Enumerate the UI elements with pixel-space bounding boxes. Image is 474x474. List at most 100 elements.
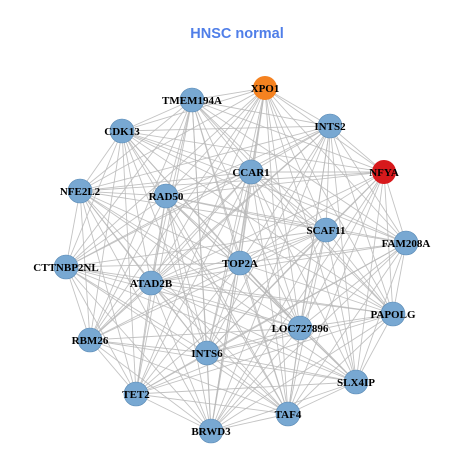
- edge-ints2-ccar1: [250, 125, 331, 173]
- edge-slx4ip-taf4: [287, 381, 357, 415]
- node-circle[interactable]: [77, 327, 103, 353]
- node-circle[interactable]: [198, 418, 224, 444]
- edge-rad50-fam208a: [165, 195, 407, 244]
- node-circle[interactable]: [317, 113, 343, 139]
- node-nfe2l2[interactable]: NFE2L2: [60, 178, 101, 204]
- edge-nfya-fam208a: [383, 171, 407, 244]
- node-tet2[interactable]: TET2: [122, 381, 150, 407]
- node-circle[interactable]: [313, 217, 339, 243]
- node-nfya[interactable]: NFYA: [369, 160, 399, 184]
- edge-rad50-rbm26: [89, 195, 167, 341]
- edge-atad2b-ints6: [150, 282, 208, 354]
- node-label: TET2: [122, 389, 150, 401]
- node-cttnbp2nl[interactable]: CTTNBP2NL: [33, 254, 99, 280]
- edge-ints2-papolg: [329, 125, 394, 315]
- node-circle[interactable]: [287, 315, 313, 341]
- edge-xpo1-tmem194a: [191, 87, 266, 101]
- edge-cdk13-ccar1: [121, 130, 252, 173]
- node-label: RAD50: [149, 191, 184, 203]
- edge-ints2-nfe2l2: [79, 125, 331, 192]
- node-label: BRWD3: [191, 426, 231, 438]
- edge-xpo1-rad50: [165, 87, 266, 197]
- node-circle[interactable]: [179, 87, 205, 113]
- node-rbm26[interactable]: RBM26: [72, 327, 109, 353]
- node-circle[interactable]: [123, 381, 149, 407]
- edge-loc727896-brwd3: [210, 327, 301, 432]
- node-ccar1[interactable]: CCAR1: [232, 159, 270, 185]
- edge-taf4-brwd3: [210, 413, 289, 432]
- edge-xpo1-fam208a: [264, 87, 407, 244]
- edge-ccar1-scaf11: [250, 171, 327, 231]
- node-atad2b[interactable]: ATAD2B: [130, 270, 173, 296]
- edge-tmem194a-rad50: [165, 99, 193, 197]
- node-brwd3[interactable]: BRWD3: [191, 418, 231, 444]
- node-circle[interactable]: [275, 401, 301, 427]
- node-circle[interactable]: [138, 270, 164, 296]
- node-circle[interactable]: [393, 230, 419, 256]
- edge-nfe2l2-rad50: [79, 190, 167, 197]
- node-circle[interactable]: [372, 160, 396, 184]
- node-taf4[interactable]: TAF4: [275, 401, 302, 427]
- edge-fam208a-brwd3: [210, 242, 407, 432]
- node-label: TAF4: [275, 409, 302, 421]
- edge-loc727896-ints6: [206, 327, 301, 354]
- edge-scaf11-loc727896: [299, 229, 327, 329]
- node-cdk13[interactable]: CDK13: [104, 118, 140, 144]
- edge-cdk13-cttnbp2nl: [65, 130, 123, 268]
- edge-ints6-slx4ip: [206, 352, 357, 383]
- node-label: CTTNBP2NL: [33, 262, 98, 274]
- node-label: PAPOLG: [370, 309, 415, 321]
- edge-cttnbp2nl-papolg: [65, 266, 394, 315]
- node-circle[interactable]: [194, 340, 220, 366]
- node-tmem194a[interactable]: TMEM194A: [162, 87, 222, 113]
- edge-ccar1-slx4ip: [250, 171, 357, 383]
- edge-cdk13-tet2: [121, 130, 137, 395]
- node-loc727896[interactable]: LOC727896: [272, 315, 329, 341]
- edge-cttnbp2nl-taf4: [65, 266, 289, 415]
- node-slx4ip[interactable]: SLX4IP: [337, 369, 375, 395]
- edge-ints2-fam208a: [329, 125, 407, 244]
- node-circle[interactable]: [227, 250, 253, 276]
- node-circle[interactable]: [153, 183, 179, 209]
- edge-top2a-cttnbp2nl: [65, 262, 241, 268]
- edge-rad50-cttnbp2nl: [65, 195, 167, 268]
- node-scaf11[interactable]: SCAF11: [306, 217, 346, 243]
- node-circle[interactable]: [380, 301, 406, 327]
- edge-slx4ip-tet2: [135, 381, 357, 395]
- node-label: NFE2L2: [60, 186, 101, 198]
- edge-cdk13-rbm26: [89, 130, 123, 341]
- edge-xpo1-nfe2l2: [79, 87, 266, 192]
- node-circle[interactable]: [53, 254, 79, 280]
- edge-cttnbp2nl-rbm26: [65, 266, 91, 341]
- diagram-title: HNSC normal: [190, 26, 283, 42]
- edge-papolg-brwd3: [210, 313, 394, 432]
- edge-papolg-loc727896: [299, 313, 394, 329]
- edge-top2a-papolg: [239, 262, 394, 315]
- edge-fam208a-atad2b: [150, 242, 407, 284]
- edge-cdk13-rad50: [121, 130, 167, 197]
- edge-tmem194a-cdk13: [121, 99, 193, 132]
- node-circle[interactable]: [253, 76, 277, 100]
- edge-rad50-papolg: [165, 195, 394, 315]
- node-rad50[interactable]: RAD50: [149, 183, 184, 209]
- node-ints6[interactable]: INTS6: [191, 340, 223, 366]
- edge-loc727896-slx4ip: [299, 327, 357, 383]
- edge-tmem194a-cttnbp2nl: [65, 99, 193, 268]
- edge-ccar1-nfe2l2: [79, 171, 252, 192]
- node-circle[interactable]: [238, 159, 264, 185]
- node-papolg[interactable]: PAPOLG: [370, 301, 416, 327]
- edge-tmem194a-nfe2l2: [79, 99, 193, 192]
- edge-rad50-top2a: [165, 195, 241, 264]
- node-circle[interactable]: [109, 118, 135, 144]
- node-label: TMEM194A: [162, 95, 222, 107]
- node-ints2[interactable]: INTS2: [314, 113, 346, 139]
- node-top2a[interactable]: TOP2A: [222, 250, 258, 276]
- node-circle[interactable]: [67, 178, 93, 204]
- node-xpo1[interactable]: XPO1: [251, 76, 280, 100]
- edge-atad2b-tet2: [135, 282, 152, 395]
- node-fam208a[interactable]: FAM208A: [382, 230, 431, 256]
- edge-top2a-atad2b: [150, 262, 241, 284]
- node-circle[interactable]: [343, 369, 369, 395]
- node-label: INTS6: [191, 348, 223, 360]
